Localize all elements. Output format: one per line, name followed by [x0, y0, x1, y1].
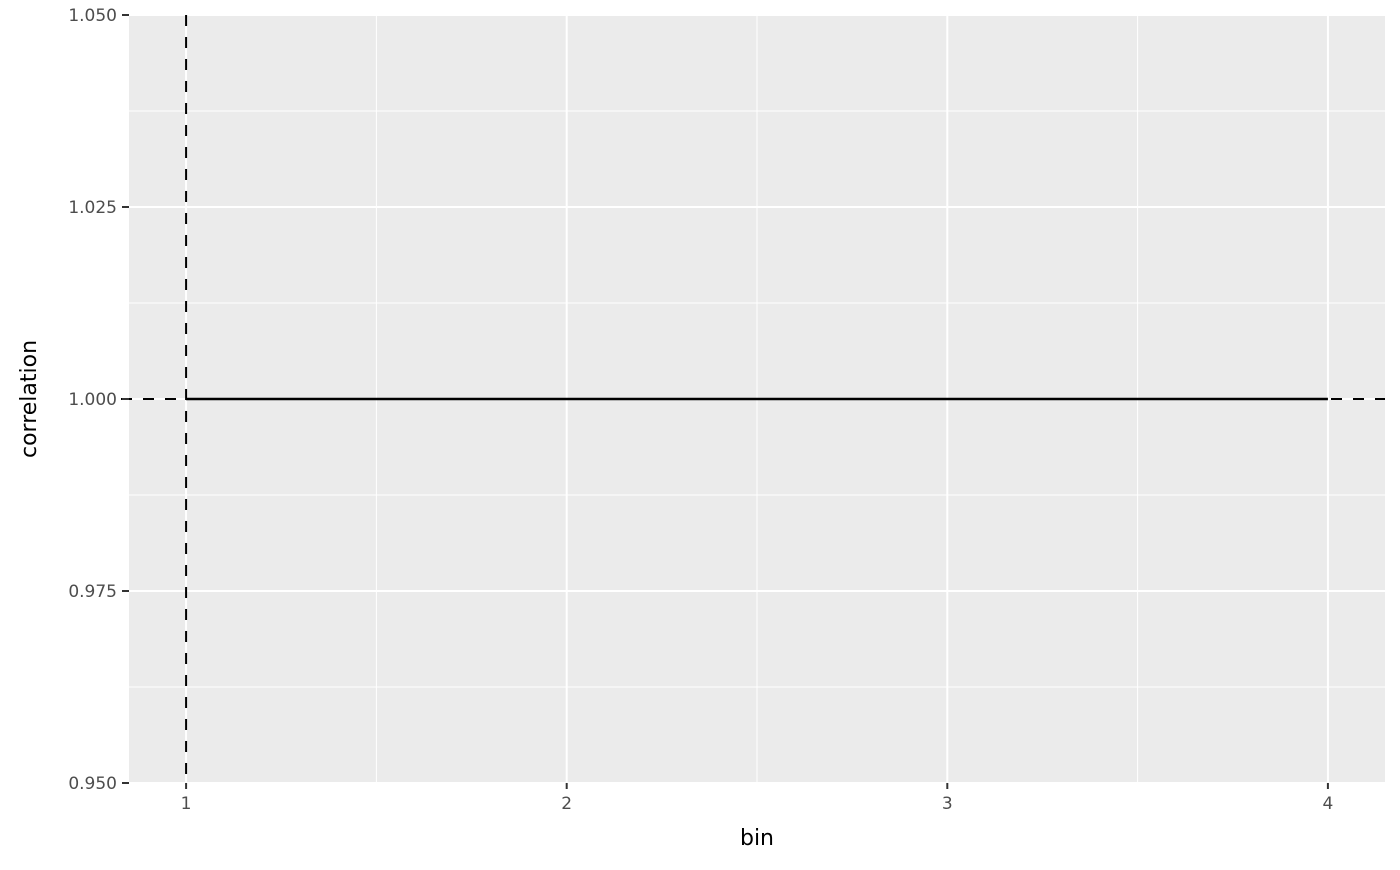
- x-tick-label: 4: [1322, 794, 1333, 814]
- x-tick-label: 1: [181, 794, 192, 814]
- x-axis-label: bin: [740, 826, 774, 851]
- x-tick-label: 3: [942, 794, 953, 814]
- y-tick-label: 1.000: [68, 390, 117, 410]
- axes: 1 2 3 4 0.950 0.975 1.000 1.025 1.050: [68, 6, 1333, 814]
- y-axis-label: correlation: [17, 340, 42, 458]
- y-tick-label: 1.050: [68, 6, 117, 26]
- y-tick-label: 0.975: [68, 582, 117, 602]
- y-tick-label: 1.025: [68, 198, 117, 218]
- x-tick-label: 2: [561, 794, 572, 814]
- marks: [121, 15, 1385, 783]
- y-tick-label: 0.950: [68, 774, 117, 794]
